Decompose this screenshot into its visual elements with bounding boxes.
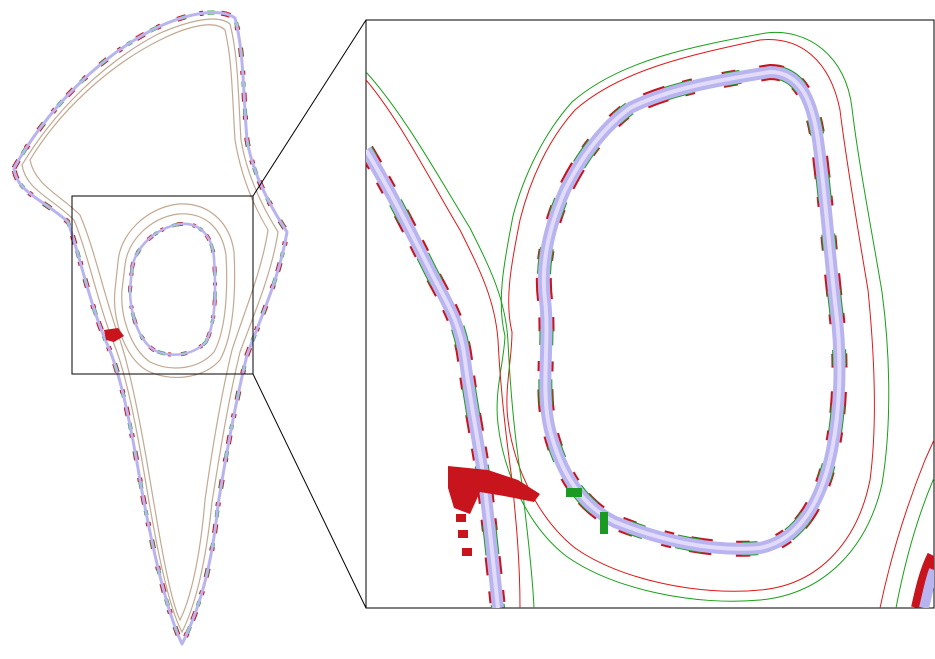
overview-inner-offset-line-2 — [113, 203, 236, 379]
inset-junction-fragment-4 — [566, 488, 582, 497]
inset-hole-thin-green — [496, 31, 890, 602]
inset-junction-fragment-3 — [462, 548, 472, 556]
inset-hole-band-core — [541, 70, 842, 551]
inset-junction-fragment-2 — [458, 530, 468, 538]
inset-left-thin-green — [366, 71, 535, 608]
zoom-connector-top — [252, 19, 367, 197]
overview-panel — [11, 10, 290, 647]
inset-junction-blotch — [448, 466, 540, 514]
zoom-connector-bottom — [252, 373, 367, 609]
overview-inner-band-lavender — [128, 222, 217, 356]
inset-hole-thin-red — [506, 39, 875, 592]
zoom-inset-panel — [365, 19, 935, 609]
inset-right-band-red — [911, 552, 934, 608]
overview-outer-offset-line-2 — [21, 18, 279, 634]
overview-inner-offset-line-1 — [121, 213, 228, 369]
inset-right-thin-green — [895, 477, 934, 608]
overview-outer-offset-line-1 — [29, 24, 269, 622]
inset-junction-fragment-1 — [456, 514, 466, 522]
inset-junction-fragment-5 — [600, 512, 608, 534]
zoom-selection-rect — [71, 195, 254, 375]
inset-left-thin-red — [366, 79, 521, 608]
overview-junction-blotch — [104, 328, 124, 342]
inset-right-thin-red — [879, 439, 934, 608]
inset-left-band-core — [366, 148, 500, 608]
inset-right-band-lavender — [919, 568, 934, 608]
overview-outer-band-lavender — [12, 11, 289, 646]
